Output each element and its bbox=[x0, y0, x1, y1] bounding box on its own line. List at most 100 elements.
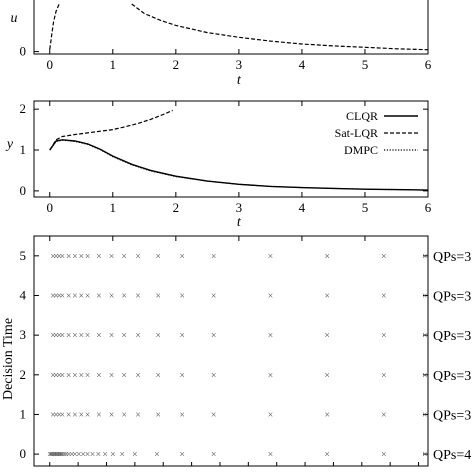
decision-marker: × bbox=[56, 291, 62, 302]
u-x-tick-label: 4 bbox=[299, 57, 306, 72]
decision-marker: × bbox=[179, 251, 185, 262]
decision-marker: × bbox=[53, 410, 59, 421]
decision-marker: × bbox=[96, 291, 102, 302]
decision-marker: × bbox=[132, 450, 138, 461]
decision-marker: × bbox=[422, 251, 428, 262]
decision-marker: × bbox=[50, 291, 56, 302]
decision-marker: × bbox=[53, 291, 59, 302]
decision-marker: × bbox=[381, 291, 387, 302]
decision-marker: × bbox=[61, 450, 67, 461]
decision-marker: × bbox=[121, 370, 127, 381]
decision-marker: × bbox=[135, 370, 141, 381]
decision-row-label: QPs=3 bbox=[433, 250, 471, 265]
decision-marker: × bbox=[324, 251, 330, 262]
y-y-tick-label: 2 bbox=[20, 101, 27, 116]
y-y-tick-label: 1 bbox=[20, 142, 27, 157]
decision-marker: × bbox=[53, 251, 59, 262]
decision-marker: × bbox=[57, 450, 63, 461]
decision-marker: × bbox=[211, 450, 217, 461]
y-x-tick-label: 1 bbox=[110, 200, 117, 215]
y-series-line-dmpc bbox=[49, 139, 428, 191]
decision-marker: × bbox=[268, 370, 274, 381]
y-x-tick-label: 4 bbox=[299, 200, 306, 215]
decision-y-tick-label: 1 bbox=[20, 406, 27, 421]
decision-marker: × bbox=[55, 450, 61, 461]
decision-marker: × bbox=[179, 291, 185, 302]
decision-marker: × bbox=[66, 251, 72, 262]
u-x-tick-label: 5 bbox=[362, 57, 369, 72]
panel-y-frame bbox=[33, 100, 429, 198]
decision-marker: × bbox=[422, 291, 428, 302]
decision-marker: × bbox=[119, 450, 125, 461]
u-series-line bbox=[49, 3, 60, 50]
u-x-tick-label: 0 bbox=[47, 57, 54, 72]
decision-marker: × bbox=[121, 331, 127, 342]
decision-marker: × bbox=[48, 450, 54, 461]
decision-marker: × bbox=[422, 370, 428, 381]
y-x-tick-label: 6 bbox=[425, 200, 432, 215]
decision-marker: × bbox=[85, 410, 91, 421]
decision-marker: × bbox=[63, 450, 69, 461]
decision-y-tick-label: 3 bbox=[20, 327, 27, 342]
decision-marker: × bbox=[85, 450, 91, 461]
u-x-tick-label: 2 bbox=[173, 57, 180, 72]
y-y-axis-label: y bbox=[5, 137, 14, 152]
decision-marker: × bbox=[50, 410, 56, 421]
legend-label-sat-lqr: Sat-LQR bbox=[335, 126, 378, 140]
decision-marker: × bbox=[121, 291, 127, 302]
decision-marker: × bbox=[381, 251, 387, 262]
decision-marker: × bbox=[211, 331, 217, 342]
decision-marker: × bbox=[381, 331, 387, 342]
u-x-tick-label: 3 bbox=[236, 57, 243, 72]
decision-marker: × bbox=[72, 450, 78, 461]
decision-marker: × bbox=[78, 370, 84, 381]
decision-marker: × bbox=[72, 291, 78, 302]
decision-marker: × bbox=[72, 251, 78, 262]
decision-marker: × bbox=[324, 331, 330, 342]
decision-marker: × bbox=[121, 251, 127, 262]
y-x-tick-label: 3 bbox=[236, 200, 243, 215]
decision-marker: × bbox=[72, 331, 78, 342]
decision-marker: × bbox=[85, 251, 91, 262]
decision-marker: × bbox=[50, 370, 56, 381]
y-x-tick-label: 2 bbox=[173, 200, 180, 215]
y-x-tick-label: 0 bbox=[47, 200, 54, 215]
decision-marker: × bbox=[324, 410, 330, 421]
decision-y-tick-label: 5 bbox=[20, 248, 27, 263]
decision-marker: × bbox=[90, 450, 96, 461]
decision-marker: × bbox=[95, 450, 101, 461]
decision-marker: × bbox=[135, 331, 141, 342]
decision-marker: × bbox=[109, 370, 115, 381]
decision-marker: × bbox=[110, 450, 116, 461]
decision-marker: × bbox=[268, 410, 274, 421]
decision-marker: × bbox=[85, 291, 91, 302]
decision-marker: × bbox=[60, 251, 66, 262]
y-x-tick-label: 5 bbox=[362, 200, 369, 215]
decision-marker: × bbox=[324, 370, 330, 381]
decision-marker: × bbox=[268, 291, 274, 302]
decision-marker: × bbox=[72, 410, 78, 421]
decision-marker: × bbox=[56, 331, 62, 342]
decision-marker: × bbox=[422, 331, 428, 342]
u-y-axis-label: u bbox=[11, 11, 18, 26]
decision-marker: × bbox=[76, 450, 82, 461]
decision-marker: × bbox=[78, 410, 84, 421]
decision-marker: × bbox=[179, 450, 185, 461]
decision-marker: × bbox=[56, 370, 62, 381]
decision-marker: × bbox=[381, 410, 387, 421]
decision-marker: × bbox=[85, 331, 91, 342]
decision-marker: × bbox=[66, 410, 72, 421]
decision-marker: × bbox=[69, 450, 75, 461]
decision-marker: × bbox=[268, 251, 274, 262]
decision-marker: × bbox=[381, 450, 387, 461]
decision-marker: × bbox=[179, 410, 185, 421]
decision-marker: × bbox=[49, 450, 55, 461]
decision-marker: × bbox=[66, 291, 72, 302]
decision-marker: × bbox=[58, 450, 64, 461]
decision-marker: × bbox=[60, 410, 66, 421]
decision-marker: × bbox=[109, 291, 115, 302]
decision-y-tick-label: 4 bbox=[20, 287, 27, 302]
legend-label-clqr: CLQR bbox=[346, 109, 378, 123]
u-x-axis-label: t bbox=[237, 73, 242, 88]
decision-marker: × bbox=[96, 251, 102, 262]
